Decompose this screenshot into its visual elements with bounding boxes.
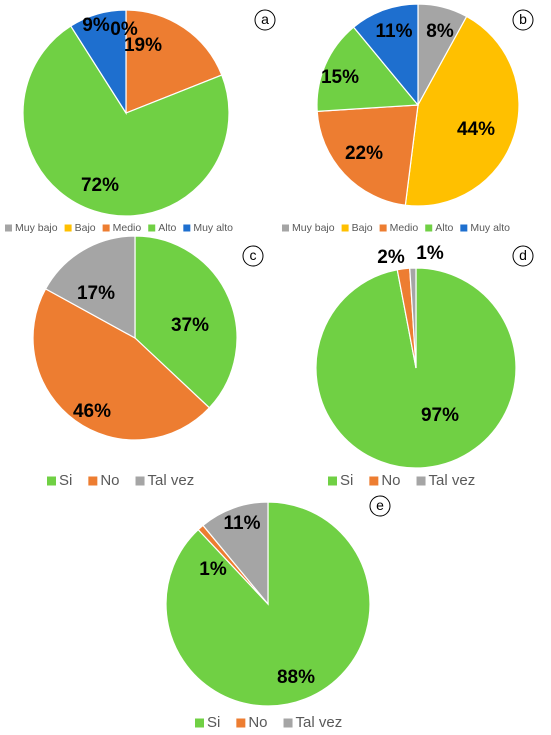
legend-label: Tal vez bbox=[429, 472, 476, 489]
data-label-bajo: 44% bbox=[457, 119, 495, 140]
legend-swatch bbox=[282, 224, 289, 232]
data-label-muy-bajo: 8% bbox=[426, 21, 454, 42]
slice-alto bbox=[316, 26, 420, 112]
legend-swatch bbox=[102, 224, 110, 232]
data-label-si: 97% bbox=[421, 405, 459, 426]
legend-label: Medio bbox=[390, 222, 419, 234]
slice-tal-vez bbox=[44, 235, 136, 340]
legend-swatch bbox=[460, 224, 468, 232]
data-label-si: 88% bbox=[277, 667, 315, 688]
slice-medio bbox=[125, 9, 223, 114]
data-label-extra: 0% bbox=[110, 19, 138, 40]
panel-label: c bbox=[250, 247, 257, 263]
panel-label: b bbox=[519, 11, 527, 27]
pie-chart-c: 37% 46% 17% c Si No Tal vez bbox=[32, 235, 264, 489]
legend-swatch bbox=[135, 476, 145, 486]
slice-no bbox=[32, 288, 211, 441]
legend-swatch bbox=[195, 718, 204, 728]
legend-label: Alto bbox=[435, 222, 453, 234]
data-label-tal-vez: 11% bbox=[224, 513, 261, 534]
legend-label: Tal vez bbox=[296, 714, 343, 731]
legend-swatch bbox=[88, 476, 98, 486]
pie-chart-d: 97% 2% 1% d Si No Tal vez bbox=[315, 243, 534, 489]
slice-tal-vez bbox=[409, 267, 417, 369]
legend-swatch bbox=[416, 476, 426, 486]
panel-label: d bbox=[519, 247, 527, 263]
legend-swatch bbox=[283, 718, 293, 728]
legend-swatch bbox=[64, 224, 72, 232]
slice-alto bbox=[22, 25, 230, 217]
slice-muy-alto bbox=[69, 9, 127, 116]
legend-swatch bbox=[183, 224, 191, 232]
legend-label: No bbox=[248, 714, 267, 731]
legend-swatch bbox=[341, 224, 349, 232]
slice-tal-vez bbox=[202, 501, 269, 606]
data-label-no: 2% bbox=[377, 247, 405, 268]
slice-si bbox=[165, 501, 371, 707]
panel-label: e bbox=[376, 497, 384, 513]
legend-label: Si bbox=[59, 472, 72, 489]
legend-swatch bbox=[369, 476, 379, 486]
panel-badge-circle bbox=[242, 245, 264, 267]
slice-si bbox=[134, 235, 238, 409]
data-label-medio: 22% bbox=[345, 143, 383, 164]
pie-chart-a: 19% 72% 9% 0% a Muy bajo Bajo Medio Alto Muy alto bbox=[5, 9, 276, 234]
slice-bajo bbox=[404, 15, 520, 207]
legend-label: Alto bbox=[158, 222, 176, 234]
data-label-no: 1% bbox=[199, 559, 227, 580]
legend-swatch bbox=[47, 476, 56, 486]
data-label-tal-vez: 1% bbox=[416, 243, 444, 264]
panel-badge-circle bbox=[254, 9, 276, 31]
legend-swatch bbox=[236, 718, 246, 728]
legend-label: Si bbox=[340, 472, 353, 489]
legend-label: Muy bajo bbox=[292, 222, 335, 234]
legend-label: No bbox=[381, 472, 400, 489]
panel-badge-circle bbox=[369, 495, 391, 517]
legend-label: Tal vez bbox=[148, 472, 195, 489]
data-label-alto: 15% bbox=[321, 67, 359, 88]
legend-swatch bbox=[328, 476, 337, 486]
legend-label: Si bbox=[207, 714, 220, 731]
data-label-no: 46% bbox=[73, 401, 111, 422]
slice-medio bbox=[316, 104, 419, 206]
data-label-alto: 72% bbox=[81, 175, 119, 196]
legend: Si No Tal vez bbox=[328, 472, 475, 489]
legend: Si No Tal vez bbox=[47, 472, 194, 489]
legend-label: Medio bbox=[113, 222, 142, 234]
legend-label: Bajo bbox=[75, 222, 96, 234]
legend-label: Muy alto bbox=[193, 222, 233, 234]
data-label-muy-alto: 9% bbox=[82, 15, 110, 36]
legend: Muy bajo Bajo Medio Alto Muy alto bbox=[5, 222, 233, 234]
legend: Si No Tal vez bbox=[195, 714, 342, 731]
panel-badge-circle bbox=[512, 245, 534, 267]
panel-badge-circle bbox=[512, 9, 534, 31]
data-label-muy-alto: 11% bbox=[376, 21, 413, 42]
data-label-tal-vez: 17% bbox=[77, 283, 115, 304]
legend-label: Muy alto bbox=[470, 222, 510, 234]
legend-label: Bajo bbox=[352, 222, 373, 234]
slice-muy-alto bbox=[352, 3, 419, 107]
pie-chart-e: 88% 1% 11% e Si No Tal vez bbox=[165, 495, 391, 731]
legend-swatch bbox=[379, 224, 387, 232]
legend-label: No bbox=[100, 472, 119, 489]
legend-swatch bbox=[5, 224, 12, 232]
legend-swatch bbox=[425, 224, 433, 232]
legend-swatch bbox=[148, 224, 156, 232]
data-label-si: 37% bbox=[171, 315, 209, 336]
legend-label: Muy bajo bbox=[15, 222, 58, 234]
panel-label: a bbox=[261, 11, 269, 27]
data-label-medio: 19% bbox=[124, 35, 162, 56]
legend: Muy bajo Bajo Medio Alto Muy alto bbox=[282, 222, 510, 234]
